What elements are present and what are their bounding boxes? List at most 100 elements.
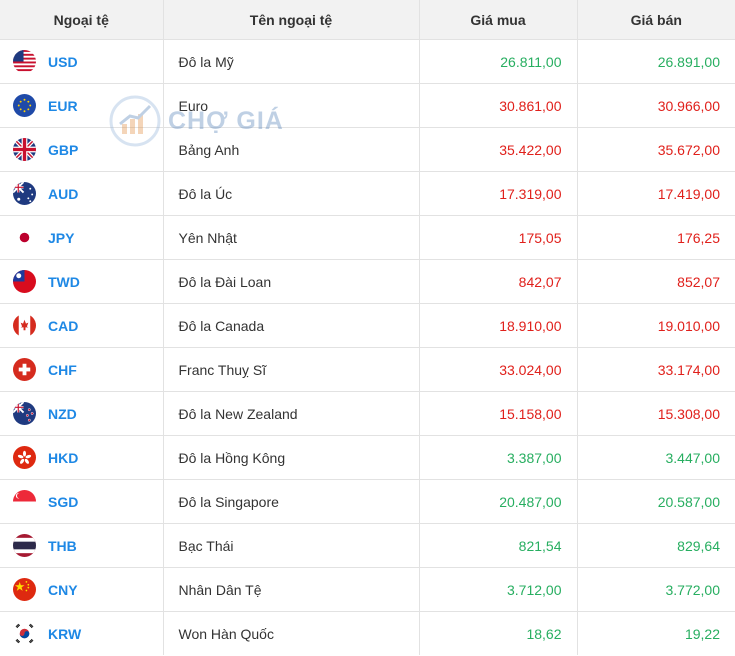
sell-price: 26.891,00 [577,39,735,84]
buy-price: 175,05 [419,215,578,260]
table-row: JPY Yên Nhật 175,05 176,25 [0,215,735,260]
currency-code-cell: NZD [0,391,164,436]
sell-price: 30.966,00 [577,83,735,128]
buy-price: 18,62 [419,611,578,655]
currency-name: Bảng Anh [163,127,420,172]
currency-code[interactable]: TWD [48,273,80,290]
usd-flag-icon [13,50,36,73]
currency-name: Bạc Thái [163,523,420,568]
cad-flag-icon [13,314,36,337]
currency-name: Đô la Úc [163,171,420,216]
currency-code-cell: SGD [0,479,164,524]
currency-code-cell: CHF [0,347,164,392]
currency-code[interactable]: CAD [48,317,79,334]
sell-price: 3.447,00 [577,435,735,480]
currency-name: Yên Nhật [163,215,420,260]
currency-code[interactable]: EUR [48,97,78,114]
sell-price: 176,25 [577,215,735,260]
currency-code[interactable]: AUD [48,185,79,202]
aud-flag-icon [13,182,36,205]
buy-price: 26.811,00 [419,39,578,84]
header-buy-price: Giá mua [419,0,578,40]
buy-price: 842,07 [419,259,578,304]
currency-code[interactable]: GBP [48,141,79,158]
nzd-flag-icon [13,402,36,425]
header-currency-code: Ngoại tệ [0,0,164,40]
sell-price: 829,64 [577,523,735,568]
sell-price: 20.587,00 [577,479,735,524]
currency-code-cell: TWD [0,259,164,304]
currency-code-cell: JPY [0,215,164,260]
currency-name: Franc Thuỵ Sĩ [163,347,420,392]
currency-code-cell: GBP [0,127,164,172]
currency-code[interactable]: HKD [48,449,79,466]
sell-price: 852,07 [577,259,735,304]
table-row: CAD Đô la Canada 18.910,00 19.010,00 [0,303,735,348]
thb-flag-icon [13,534,36,557]
buy-price: 3.387,00 [419,435,578,480]
sell-price: 3.772,00 [577,567,735,612]
table-row: SGD Đô la Singapore 20.487,00 20.587,00 [0,479,735,524]
table-row: NZD Đô la New Zealand 15.158,00 15.308,00 [0,391,735,436]
header-currency-name: Tên ngoại tệ [163,0,420,40]
buy-price: 15.158,00 [419,391,578,436]
currency-code-cell: AUD [0,171,164,216]
buy-price: 30.861,00 [419,83,578,128]
table-row: AUD Đô la Úc 17.319,00 17.419,00 [0,171,735,216]
currency-code[interactable]: NZD [48,405,77,422]
currency-name: Won Hàn Quốc [163,611,420,655]
sell-price: 19,22 [577,611,735,655]
sell-price: 17.419,00 [577,171,735,216]
sell-price: 35.672,00 [577,127,735,172]
table-row: KRW Won Hàn Quốc 18,62 19,22 [0,611,735,655]
currency-name: Đô la Singapore [163,479,420,524]
currency-name: Đô la New Zealand [163,391,420,436]
twd-flag-icon [13,270,36,293]
currency-code[interactable]: THB [48,537,77,554]
table-row: USD Đô la Mỹ 26.811,00 26.891,00 [0,39,735,84]
buy-price: 18.910,00 [419,303,578,348]
currency-code-cell: HKD [0,435,164,480]
sell-price: 33.174,00 [577,347,735,392]
sell-price: 19.010,00 [577,303,735,348]
cny-flag-icon [13,578,36,601]
buy-price: 821,54 [419,523,578,568]
currency-code-cell: CNY [0,567,164,612]
currency-code-cell: KRW [0,611,164,655]
currency-name: Euro [163,83,420,128]
buy-price: 35.422,00 [419,127,578,172]
table-row: GBP Bảng Anh 35.422,00 35.672,00 [0,127,735,172]
hkd-flag-icon [13,446,36,469]
table-row: EUR Euro 30.861,00 30.966,00 [0,83,735,128]
buy-price: 20.487,00 [419,479,578,524]
buy-price: 3.712,00 [419,567,578,612]
table-row: HKD Đô la Hồng Kông 3.387,00 3.447,00 [0,435,735,480]
currency-code[interactable]: CNY [48,581,78,598]
table-row: CNY Nhân Dân Tệ 3.712,00 3.772,00 [0,567,735,612]
currency-name: Đô la Đài Loan [163,259,420,304]
currency-name: Đô la Hồng Kông [163,435,420,480]
sgd-flag-icon [13,490,36,513]
table-row: TWD Đô la Đài Loan 842,07 852,07 [0,259,735,304]
currency-code-cell: THB [0,523,164,568]
currency-code[interactable]: SGD [48,493,79,510]
chf-flag-icon [13,358,36,381]
sell-price: 15.308,00 [577,391,735,436]
table-header-row: Ngoại tệ Tên ngoại tệ Giá mua Giá bán [0,0,735,40]
currency-name: Đô la Canada [163,303,420,348]
table-row: CHF Franc Thuỵ Sĩ 33.024,00 33.174,00 [0,347,735,392]
krw-flag-icon [13,622,36,645]
currency-code[interactable]: USD [48,53,78,70]
currency-code[interactable]: JPY [48,229,75,246]
eur-flag-icon [13,94,36,117]
header-sell-price: Giá bán [577,0,735,40]
gbp-flag-icon [13,138,36,161]
buy-price: 33.024,00 [419,347,578,392]
currency-code[interactable]: CHF [48,361,77,378]
currency-name: Nhân Dân Tệ [163,567,420,612]
currency-code[interactable]: KRW [48,625,82,642]
buy-price: 17.319,00 [419,171,578,216]
jpy-flag-icon [13,226,36,249]
currency-name: Đô la Mỹ [163,39,420,84]
